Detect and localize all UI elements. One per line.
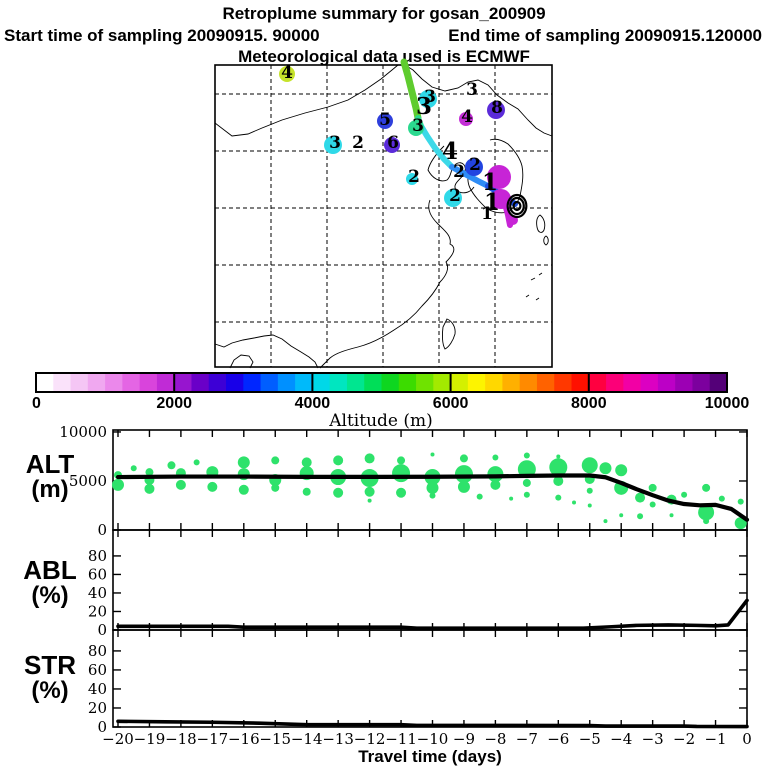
xtick-label: −3 xyxy=(642,730,664,748)
str-ytick-label: 20 xyxy=(88,699,107,717)
xtick-label: −1 xyxy=(704,730,726,748)
xtick-label: −6 xyxy=(547,730,569,748)
svg-text:1: 1 xyxy=(481,204,493,224)
alt-ytick-label: 5000 xyxy=(69,472,107,490)
xtick-label: −18 xyxy=(165,730,197,748)
xtick-label: −4 xyxy=(610,730,632,748)
map-coastlines xyxy=(214,64,553,369)
alt-label-text: ALT xyxy=(25,449,75,479)
abl-axis-label: ABL (%) xyxy=(2,555,98,609)
xtick-label: −2 xyxy=(673,730,695,748)
svg-text:2: 2 xyxy=(352,133,364,153)
abl-label-text: ABL xyxy=(23,555,77,585)
xtick-label: −13 xyxy=(322,730,354,748)
abl-ytick-label: 0 xyxy=(97,621,107,639)
svg-text:2: 2 xyxy=(453,162,465,182)
colorbar-tick-label: 6000 xyxy=(433,395,469,412)
start-time-text: Start time of sampling 20090915. 90000 xyxy=(4,26,320,45)
x-tick-labels: −20 −19 −18 −17 −16 −15 −14 −13 −12 −11 −10 −9 −8 −7−… xyxy=(102,730,752,748)
str-ytick-label: 80 xyxy=(88,642,107,660)
xtick-label: −7 xyxy=(516,730,538,748)
str-unit-text: (%) xyxy=(31,677,69,704)
xtick-label: −10 xyxy=(417,730,449,748)
str-line xyxy=(116,719,749,729)
colorbar-title: Altitude (m) xyxy=(329,411,433,431)
abl-ytick-label: 60 xyxy=(88,565,107,583)
met-data-line: Meteorological data used is ECMWF xyxy=(238,47,530,66)
svg-text:4: 4 xyxy=(461,107,473,127)
colorbar-tick-label: 0 xyxy=(32,395,41,412)
colorbar: 0 2000 4000 6000 8000 10000 xyxy=(32,372,750,412)
svg-text:3: 3 xyxy=(424,87,436,107)
xtick-label: 0 xyxy=(742,730,752,748)
xtick-label: −14 xyxy=(291,730,323,748)
xtick-label: −11 xyxy=(385,730,417,748)
alt-axis-label: ALT (m) xyxy=(2,449,98,503)
xtick-label: −8 xyxy=(484,730,506,748)
colorbar-tick-label: 2000 xyxy=(156,395,192,412)
xaxis-title: Travel time (days) xyxy=(358,747,502,766)
xtick-label: −15 xyxy=(259,730,291,748)
svg-text:8: 8 xyxy=(491,98,503,118)
str-ytick-label: 40 xyxy=(88,680,107,698)
svg-text:2: 2 xyxy=(449,186,461,206)
svg-text:1: 1 xyxy=(484,189,500,216)
str-axis-label: STR (%) xyxy=(2,650,98,704)
abl-ytick-label: 80 xyxy=(88,547,107,565)
abl-ytick-label: 40 xyxy=(88,584,107,602)
svg-text:3: 3 xyxy=(466,80,478,100)
sampling-times-line: Start time of sampling 20090915. 90000 E… xyxy=(0,26,768,46)
svg-text:2: 2 xyxy=(408,167,420,187)
svg-text:5: 5 xyxy=(379,110,391,130)
colorbar-tick-label: 4000 xyxy=(295,395,331,412)
colorbar-tick-label: 8000 xyxy=(571,395,607,412)
xtick-label: −20 xyxy=(102,730,134,748)
panel-alt: 0 5000 10000 xyxy=(59,423,750,539)
xtick-label: −9 xyxy=(453,730,475,748)
abl-line xyxy=(116,598,749,630)
xtick-label: −19 xyxy=(134,730,166,748)
str-ytick-label: 60 xyxy=(88,661,107,679)
svg-text:4: 4 xyxy=(281,63,293,83)
map-grid xyxy=(215,65,552,367)
xtick-label: −16 xyxy=(228,730,260,748)
xtick-label: −5 xyxy=(579,730,601,748)
alt-ytick-label: 10000 xyxy=(59,423,107,441)
alt-ytick-label: 0 xyxy=(97,521,107,539)
svg-text:3: 3 xyxy=(412,116,424,136)
svg-text:1: 1 xyxy=(482,169,498,196)
str-label-text: STR xyxy=(24,650,76,680)
xtick-label: −17 xyxy=(197,730,229,748)
svg-text:2: 2 xyxy=(469,155,481,175)
abl-ytick-label: 20 xyxy=(88,602,107,620)
abl-unit-text: (%) xyxy=(31,582,69,609)
svg-text:4: 4 xyxy=(442,138,458,165)
main-title: Retroplume summary for gosan_200909 xyxy=(222,4,546,23)
str-ytick-label: 0 xyxy=(97,718,107,736)
svg-text:6: 6 xyxy=(387,133,399,153)
alt-line xyxy=(115,473,750,522)
alt-unit-text: (m) xyxy=(31,476,69,503)
alt-bubbles xyxy=(112,452,747,530)
receptor-symbol xyxy=(506,193,528,225)
svg-text:3: 3 xyxy=(416,93,432,120)
xtick-label: −12 xyxy=(354,730,386,748)
end-time-text: End time of sampling 20090915.120000 xyxy=(448,26,762,45)
svg-text:3: 3 xyxy=(329,133,341,153)
colorbar-tick-label: 10000 xyxy=(705,395,750,412)
